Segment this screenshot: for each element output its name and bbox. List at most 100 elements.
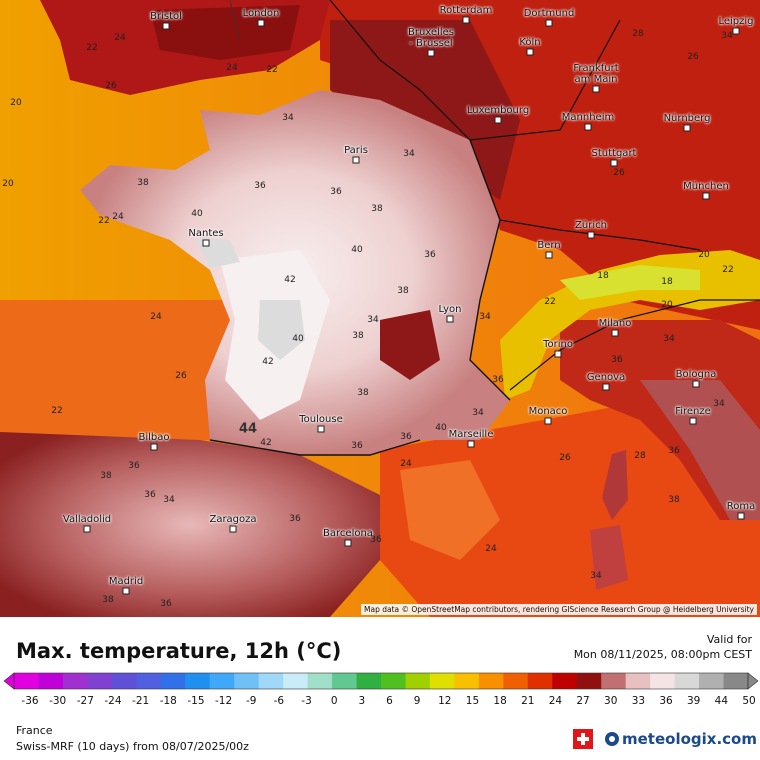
isoline-label: 36	[370, 535, 382, 545]
city-marker	[467, 440, 475, 448]
isoline-label: 38	[668, 495, 680, 505]
isoline-label: 36	[330, 187, 342, 197]
isoline-label: 24	[400, 459, 412, 469]
scale-swatch	[405, 673, 431, 689]
city-marker	[692, 380, 700, 388]
border-east	[469, 139, 511, 401]
model-label: Swiss-MRF (10 days) from 08/07/2025/00z	[16, 740, 249, 753]
scale-swatch	[625, 673, 651, 689]
valid-date: Mon 08/11/2025, 08:00pm CEST	[573, 648, 752, 661]
scale-swatch	[332, 673, 358, 689]
isoline-label: 20	[698, 250, 710, 260]
isoline-label: 22	[51, 406, 63, 416]
city-label: Luxembourg	[466, 105, 530, 116]
city-marker	[610, 159, 618, 167]
scale-swatch	[160, 673, 186, 689]
city-label: Leipzig	[718, 16, 754, 27]
scale-swatch	[62, 673, 88, 689]
scale-swatch	[576, 673, 602, 689]
biscay-area	[0, 300, 230, 440]
scale-max-arrow	[747, 672, 759, 690]
city-label: Rotterdam	[439, 5, 493, 16]
temperature-map[interactable]: Bristol London Rotterdam Dortmund Leipzig Bru…	[0, 0, 760, 617]
isoline-label: 42	[262, 357, 274, 367]
legend-footer: Max. temperature, 12h (°C) Valid for Mon…	[0, 617, 760, 760]
isoline-label: 34	[367, 315, 379, 325]
isoline-label: 24	[150, 312, 162, 322]
scale-swatch	[381, 673, 406, 689]
scale-tick-label: 12	[438, 695, 452, 707]
isoline-label: 20	[661, 300, 673, 310]
scale-tick-label: -6	[273, 695, 285, 707]
scale-swatch	[429, 673, 455, 689]
scale-tick-label: 36	[659, 695, 673, 707]
city-label: Bristol	[150, 11, 182, 22]
isoline-label: 42	[260, 438, 272, 448]
city-marker	[554, 350, 562, 358]
scale-tick-label: -27	[76, 695, 94, 707]
scale-swatch	[552, 673, 578, 689]
isoline-label: 34	[713, 399, 725, 409]
uk-hot-area	[150, 5, 300, 60]
isoline-label: 36	[144, 490, 156, 500]
isoline-label: 40	[435, 423, 447, 433]
city-marker	[683, 124, 691, 132]
brand-link[interactable]: meteologix.com	[622, 730, 757, 748]
scale-tick-label: 27	[576, 695, 590, 707]
scale-swatch	[601, 673, 627, 689]
border-pyrenees	[209, 439, 421, 456]
scale-swatch	[307, 673, 333, 689]
isoline-label: 20	[2, 179, 14, 189]
swiss-flag-icon	[573, 729, 593, 749]
scale-tick-label: -15	[187, 695, 205, 707]
scale-tick-label: 0	[330, 695, 338, 707]
city-marker	[462, 16, 470, 24]
color-scale	[3, 672, 759, 690]
scale-tick-label: -36	[21, 695, 39, 707]
city-marker	[83, 525, 91, 533]
city-marker	[122, 587, 130, 595]
city-label: München	[683, 181, 729, 192]
isoline-label: 38	[357, 388, 369, 398]
city-label: Nantes	[188, 228, 224, 239]
isoline-label: 20	[10, 98, 22, 108]
city-marker	[446, 315, 454, 323]
city-label: Toulouse	[299, 414, 343, 425]
scale-swatch	[111, 673, 137, 689]
isoline-label: 36	[668, 446, 680, 456]
city-marker	[587, 231, 595, 239]
scale-swatch	[527, 673, 553, 689]
scale-swatch	[234, 673, 260, 689]
city-label: Marseille	[448, 429, 494, 440]
isoline-label: 34	[663, 334, 675, 344]
city-marker	[584, 123, 592, 131]
isoline-label: 22	[722, 265, 734, 275]
isoline-label: 18	[661, 277, 673, 287]
scale-min-arrow	[3, 672, 15, 690]
city-marker	[545, 19, 553, 27]
scale-tick-label: 3	[358, 695, 366, 707]
valid-for-label: Valid for	[706, 633, 752, 646]
scale-tick-label: -12	[214, 695, 233, 707]
city-label: Dortmund	[523, 8, 575, 19]
scale-tick-label: 15	[465, 695, 480, 707]
city-label: Torino	[543, 339, 573, 350]
city-label: Barcelona	[323, 528, 373, 539]
isoline-label: 22	[266, 65, 278, 75]
spain-area	[0, 432, 380, 617]
city-marker	[702, 192, 710, 200]
isoline-label: 38	[397, 286, 409, 296]
city-label: Köln	[519, 37, 541, 48]
city-marker	[689, 417, 697, 425]
isoline-label: 36	[611, 355, 623, 365]
isoline-label: 26	[687, 52, 699, 62]
scale-swatch	[650, 673, 676, 689]
scale-tick-label: -21	[132, 695, 150, 707]
scale-swatch	[478, 673, 504, 689]
isoline-label: 34	[721, 31, 733, 41]
scale-tick-label: -18	[159, 695, 177, 707]
scale-swatch	[185, 673, 211, 689]
scale-swatch	[454, 673, 480, 689]
italy-central-area	[640, 380, 760, 520]
isoline-label: 28	[634, 451, 646, 461]
